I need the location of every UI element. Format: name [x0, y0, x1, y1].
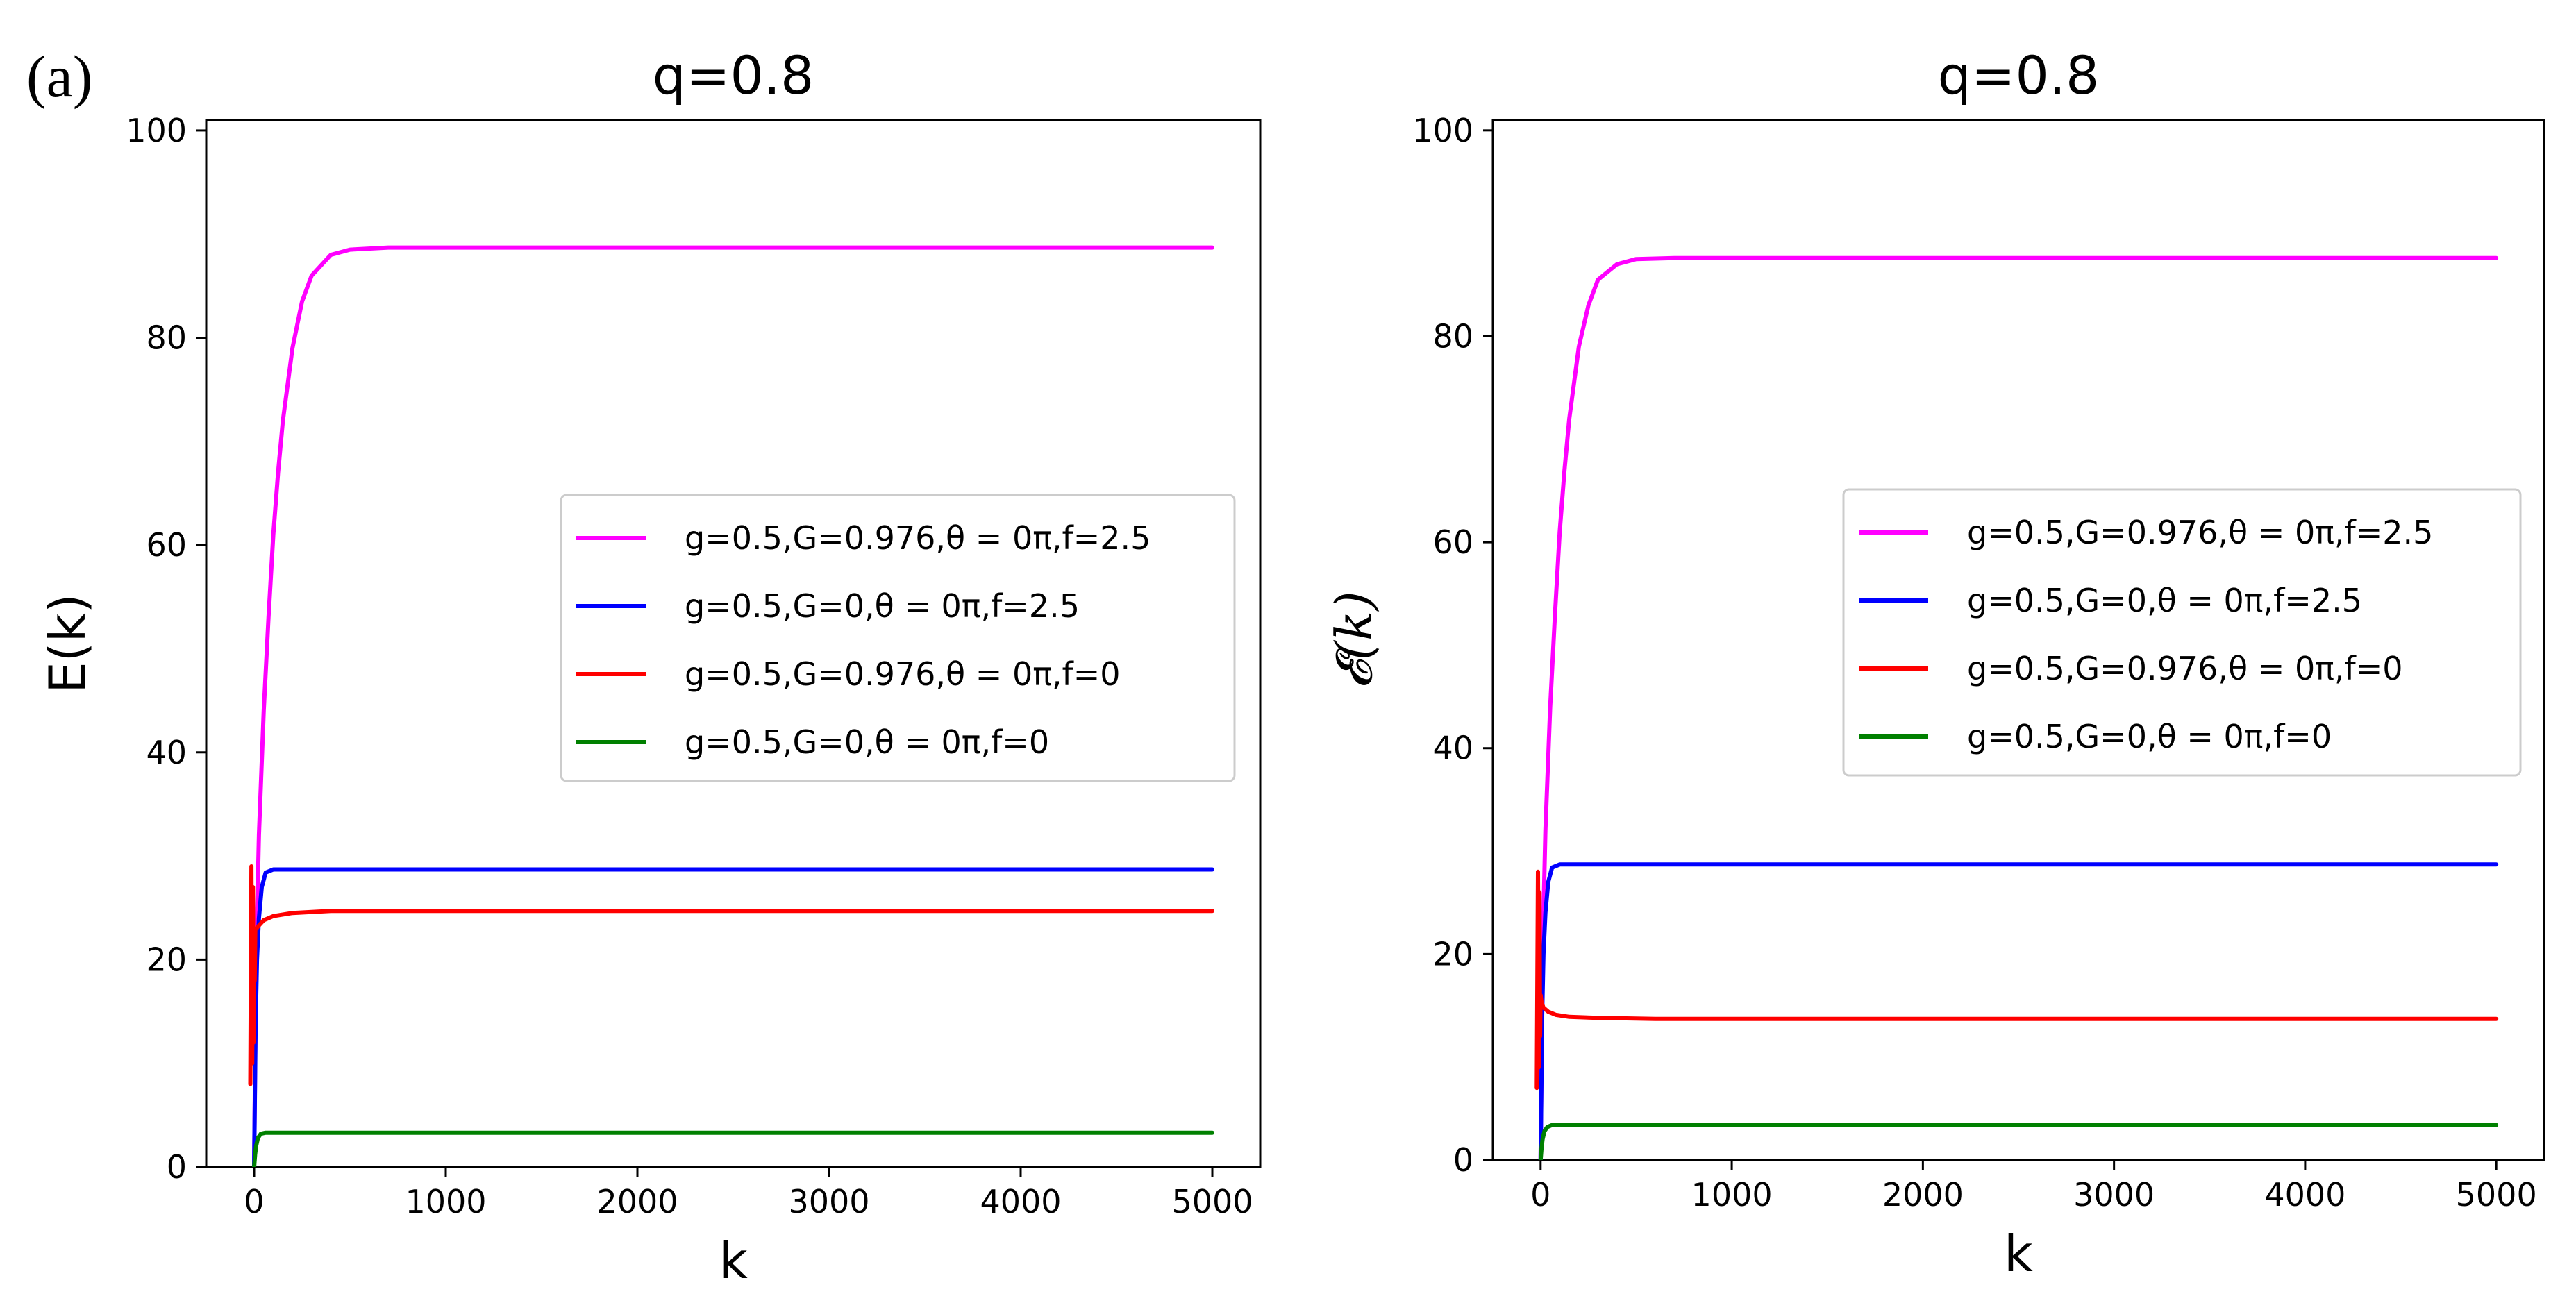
legend: g=0.5,G=0.976,θ = 0π,f=2.5 g=0.5,G=0,θ = … [1842, 488, 2522, 777]
x-tick-label: 4000 [2264, 1176, 2345, 1213]
legend-box [560, 494, 1236, 782]
x-tick-label: 0 [244, 1183, 264, 1220]
x-tick-label: 5000 [2456, 1176, 2537, 1213]
y-axis-label: E(k) [38, 594, 97, 693]
x-tick-label: 3000 [788, 1183, 869, 1220]
y-tick-label: 100 [1412, 112, 1473, 149]
y-axis-label: 𝓔(k) [1325, 591, 1383, 689]
chart-1: q=0.8 0 1000 2000 3000 4000 5000 0 20 40 60 80 100 k E… [38, 44, 1262, 1290]
y-tick-label: 100 [126, 112, 187, 149]
legend-label-3: g=0.5,G=0.976,θ = 0π,f=0 [1967, 650, 2403, 687]
y-tick-label: 60 [1432, 523, 1473, 561]
chart-title: q=0.8 [653, 44, 814, 106]
y-tick-label: 20 [146, 941, 187, 978]
x-tick-label: 4000 [980, 1183, 1061, 1220]
legend: g=0.5,G=0.976,θ = 0π,f=2.5 g=0.5,G=0,θ = … [560, 494, 1236, 782]
series-line-2 [1538, 862, 2499, 1160]
x-tick-label: 1000 [1691, 1176, 1773, 1213]
x-tick-label: 5000 [1171, 1183, 1253, 1220]
panel-label: (a) [26, 43, 93, 110]
series-line-1 [252, 245, 1214, 1167]
plot-frame [1491, 119, 2545, 1161]
series-group [248, 245, 1214, 1167]
y-tick-label: 40 [1432, 730, 1473, 767]
y-tick-label: 20 [1432, 935, 1473, 973]
legend-label-1: g=0.5,G=0.976,θ = 0π,f=2.5 [1967, 514, 2433, 551]
legend-label-3: g=0.5,G=0.976,θ = 0π,f=0 [685, 655, 1121, 693]
series-group [1534, 255, 2499, 1160]
x-axis-label: k [2004, 1225, 2033, 1283]
series-line-4 [1538, 1123, 2499, 1160]
series-line-3 [248, 864, 1214, 1086]
legend-label-4: g=0.5,G=0,θ = 0π,f=0 [685, 723, 1049, 761]
x-tick-label: 2000 [1882, 1176, 1964, 1213]
legend-label-2: g=0.5,G=0,θ = 0π,f=2.5 [685, 587, 1080, 625]
x-tick-label: 3000 [2073, 1176, 2155, 1213]
legend-label-1: g=0.5,G=0.976,θ = 0π,f=2.5 [685, 519, 1151, 557]
chart-2: q=0.8 0 1000 2000 3000 4000 5000 0 20 40 60 80 100 k 𝓔… [1325, 44, 2545, 1283]
legend-box [1842, 488, 2522, 777]
series-line-2 [252, 867, 1214, 1167]
series-line-3 [1534, 869, 2499, 1091]
series-line-1 [1538, 255, 2499, 1160]
x-axis-label: k [719, 1231, 748, 1290]
y-tick-label: 80 [1432, 317, 1473, 355]
chart-title: q=0.8 [1938, 44, 2100, 106]
y-tick-label: 60 [146, 526, 187, 564]
series-line-4 [252, 1130, 1214, 1167]
y-tick-label: 0 [167, 1148, 187, 1186]
y-tick-label: 80 [146, 319, 187, 357]
plot-frame [205, 119, 1262, 1168]
x-tick-label: 0 [1530, 1176, 1550, 1213]
y-tick-label: 0 [1453, 1141, 1473, 1179]
x-tick-label: 2000 [596, 1183, 678, 1220]
legend-label-4: g=0.5,G=0,θ = 0π,f=0 [1967, 718, 2332, 755]
legend-label-2: g=0.5,G=0,θ = 0π,f=2.5 [1967, 582, 2362, 619]
y-tick-label: 40 [146, 734, 187, 771]
x-tick-label: 1000 [405, 1183, 486, 1220]
